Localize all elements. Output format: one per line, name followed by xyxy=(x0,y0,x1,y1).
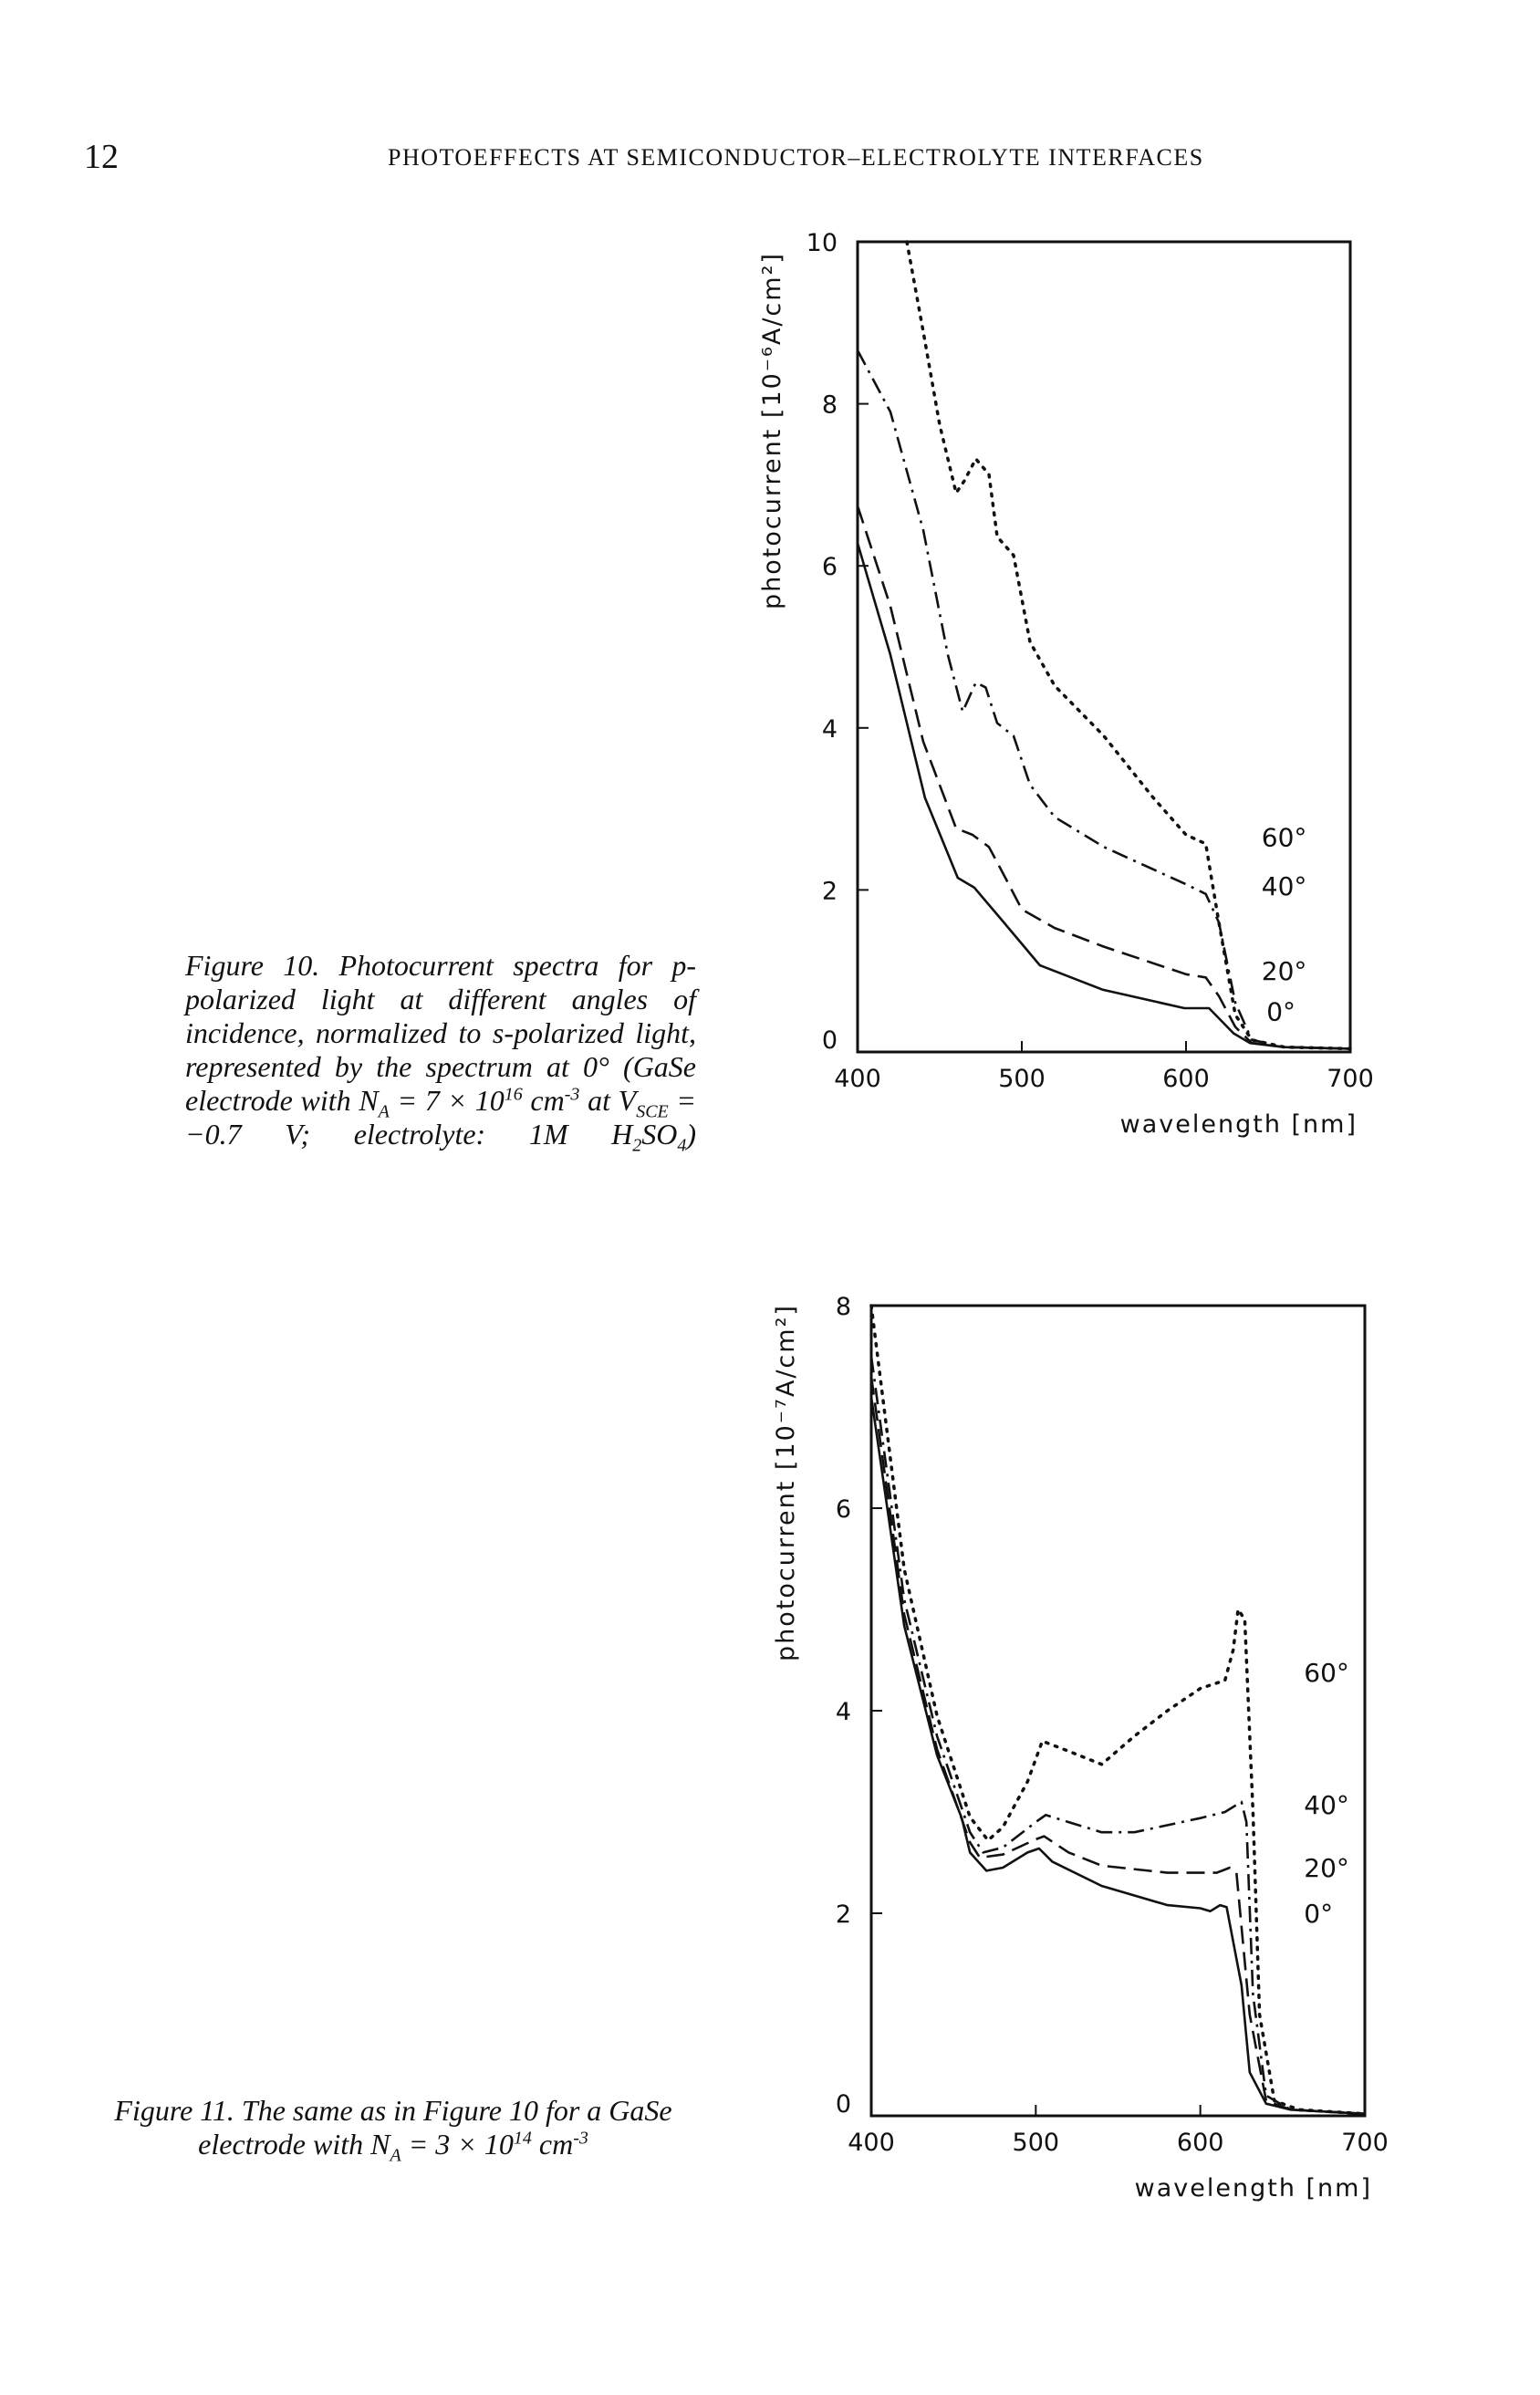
y-tick-label: 4 xyxy=(822,715,838,744)
x-tick-label: 600 xyxy=(1177,2129,1224,2157)
caption-segment: Figure 10. Photocurrent spectra for p-po… xyxy=(185,949,696,1117)
series-line-40deg xyxy=(856,349,1351,1050)
series-line-60deg xyxy=(869,1304,1367,2116)
caption-segment: = 3 × 10 xyxy=(401,2128,514,2161)
y-tick-label: 2 xyxy=(822,877,838,905)
y-tick-label: 0 xyxy=(836,2090,851,2119)
series-line-40deg xyxy=(869,1356,1366,2116)
series-line-60deg xyxy=(905,240,1352,1051)
x-tick-label: 400 xyxy=(834,1065,881,1093)
figure-10-chart: 400 500 600 700 0 2 4 6 8 10 wavelength [nm] photoc… xyxy=(758,229,1374,1139)
series-line-20deg xyxy=(869,1376,1366,2116)
caption-segment: cm xyxy=(522,1084,565,1117)
y-tick-label: 8 xyxy=(822,391,838,420)
page-number: 12 xyxy=(84,138,119,176)
x-tick-label: 400 xyxy=(848,2129,895,2157)
series-label: 20° xyxy=(1262,956,1307,986)
y-tick-label: 4 xyxy=(836,1698,851,1726)
caption-segment: ) xyxy=(686,1118,696,1151)
figure-11-chart: 400 500 600 700 0 2 4 6 8 wavelength [nm] photocur… xyxy=(772,1293,1389,2202)
y-tick-label: 6 xyxy=(836,1495,851,1524)
series-line-0deg xyxy=(856,542,1351,1050)
series-label: 40° xyxy=(1304,1790,1349,1820)
series-line-0deg xyxy=(869,1396,1366,2116)
series-label: 60° xyxy=(1304,1658,1349,1688)
x-axis-label: wavelength [nm] xyxy=(1135,2174,1372,2202)
plot-frame xyxy=(869,1304,1367,2118)
series-label: 20° xyxy=(1304,1853,1349,1883)
caption-segment: Figure 11. The same as in Figure 10 for … xyxy=(114,2094,672,2161)
caption-segment: = 7 × 10 xyxy=(389,1084,505,1117)
running-title: PHOTOEFFECTS AT SEMICONDUCTOR–ELECTROLYT… xyxy=(388,144,1204,171)
x-tick-label: 700 xyxy=(1327,1065,1374,1093)
caption-segment: A xyxy=(378,1101,390,1122)
series-label: 0° xyxy=(1266,997,1295,1027)
figure-10-caption: Figure 10. Photocurrent spectra for p-po… xyxy=(185,949,697,1154)
caption-segment: A xyxy=(390,2145,401,2166)
y-tick-label: 8 xyxy=(836,1293,851,1321)
series-label: 60° xyxy=(1262,823,1307,853)
figure-11-caption: Figure 11. The same as in Figure 10 for … xyxy=(91,2094,695,2164)
x-tick-label: 600 xyxy=(1162,1065,1210,1093)
caption-segment: at V xyxy=(579,1084,637,1117)
plot-frame xyxy=(856,240,1352,1054)
y-tick-label: 10 xyxy=(806,229,838,257)
series-label: 0° xyxy=(1304,1899,1333,1929)
caption-segment: -3 xyxy=(564,1084,580,1105)
y-axis-label: photocurrent [10⁻⁷A/cm²] xyxy=(772,1304,800,1661)
y-tick-label: 2 xyxy=(836,1900,851,1929)
caption-segment: 14 xyxy=(513,2128,532,2149)
x-tick-label: 700 xyxy=(1341,2129,1389,2157)
series-label: 40° xyxy=(1262,871,1307,901)
caption-segment: 2 xyxy=(632,1135,642,1156)
y-axis-label: photocurrent [10⁻⁶A/cm²] xyxy=(758,252,786,609)
caption-segment: SCE xyxy=(636,1101,669,1122)
y-tick-label: 0 xyxy=(822,1026,838,1055)
series-line-20deg xyxy=(856,505,1351,1050)
x-tick-label: 500 xyxy=(1013,2129,1060,2157)
x-axis-label: wavelength [nm] xyxy=(1120,1110,1358,1139)
caption-segment: 16 xyxy=(504,1084,523,1105)
caption-segment: = −0.7 V; electrolyte: 1M H xyxy=(185,1084,697,1151)
y-tick-label: 6 xyxy=(822,553,838,581)
caption-segment: 4 xyxy=(677,1135,687,1156)
caption-segment: cm xyxy=(531,2128,574,2161)
caption-segment: -3 xyxy=(573,2128,588,2149)
x-tick-label: 500 xyxy=(998,1065,1046,1093)
caption-segment: SO xyxy=(641,1118,678,1151)
